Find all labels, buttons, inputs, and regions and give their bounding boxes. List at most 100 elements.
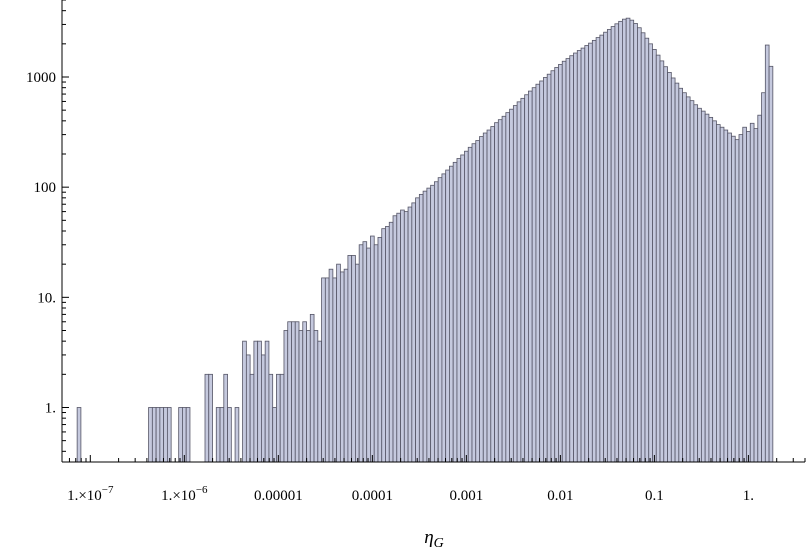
histogram-bar (497, 119, 503, 463)
histogram-bar (76, 407, 82, 463)
histogram-bar (204, 373, 210, 463)
histogram-bar (362, 241, 368, 463)
histogram-bar (430, 184, 435, 463)
histogram-bar (576, 50, 582, 463)
histogram-bar (512, 105, 518, 463)
histogram-bar (479, 136, 484, 463)
histogram-bar (599, 34, 605, 463)
histogram-bar (475, 140, 480, 463)
histogram-bar (441, 173, 447, 463)
histogram-bar (700, 110, 706, 463)
histogram-bar (573, 52, 578, 463)
x-tick-label: 1.×10−7 (67, 484, 114, 504)
histogram-bar (655, 54, 661, 463)
histogram-bar (317, 340, 322, 463)
histogram-bar (400, 209, 405, 463)
histogram-bar (253, 340, 259, 463)
histogram-bar (373, 244, 379, 463)
histogram-bar (396, 212, 401, 463)
histogram-bar (208, 373, 213, 463)
histogram-bar (618, 20, 623, 463)
histogram-bar (343, 268, 349, 463)
histogram-bar (749, 122, 755, 463)
histogram-bar (614, 23, 620, 463)
histogram-bar (358, 244, 364, 463)
y-tick-label: 1. (45, 400, 56, 416)
x-tick-label: 0.00001 (254, 488, 303, 504)
histogram-bar (704, 113, 710, 463)
x-axis-title-main: η (424, 527, 433, 548)
histogram-bar (415, 197, 420, 463)
histogram-bar (648, 43, 653, 463)
histogram-bar (377, 236, 383, 463)
histogram-bar (324, 277, 330, 463)
histogram-bar (328, 268, 334, 463)
histogram-bar (554, 67, 559, 463)
y-tick-label: 1000 (26, 70, 56, 86)
histogram-bar (464, 150, 469, 463)
histogram-bar (185, 407, 191, 463)
histogram-bar (422, 190, 428, 463)
histogram-bar (509, 108, 514, 463)
histogram-bar (313, 330, 319, 463)
x-tick-label: 0.01 (547, 488, 573, 504)
histogram-bar (490, 126, 495, 463)
histogram-bar (257, 340, 262, 463)
histogram-bar (215, 407, 221, 463)
histogram-bar (482, 132, 488, 463)
x-axis-title: ηG (424, 527, 444, 550)
histogram-bar (561, 60, 567, 463)
histogram-bar (610, 26, 616, 463)
histogram-bar (249, 373, 255, 463)
histogram-bar (569, 55, 574, 463)
histogram-bar (637, 27, 642, 463)
histogram-bar (546, 73, 552, 463)
histogram-bar (245, 354, 251, 463)
histogram-bar (731, 135, 736, 463)
histogram-bar (539, 80, 544, 463)
x-tick-label: 1. (743, 488, 754, 504)
histogram-bar (302, 321, 307, 463)
histogram-bar (456, 158, 462, 463)
histogram-bar (339, 271, 345, 463)
histogram-bar (516, 101, 522, 463)
histogram-bar (332, 277, 338, 463)
histogram-bar (159, 407, 165, 463)
histogram-bar (388, 221, 394, 463)
histogram-bar (674, 82, 680, 463)
histogram-bar (486, 129, 492, 463)
histogram-bar (347, 255, 353, 463)
histogram-bar (287, 321, 292, 463)
histogram-bar (595, 37, 601, 463)
histogram-bar (385, 226, 390, 463)
histogram-bar (411, 202, 416, 463)
histogram-bar (321, 277, 326, 463)
histogram-bar (625, 17, 631, 463)
histogram-bar (501, 115, 507, 463)
histogram-bar (764, 44, 770, 463)
y-tick-label: 100 (34, 180, 57, 196)
y-tick-label: 10. (37, 290, 56, 306)
histogram-bar (667, 72, 672, 463)
histogram-bar (712, 120, 717, 463)
ticks-layer (61, 0, 806, 462)
histogram-bar (603, 31, 608, 463)
histogram-bar (734, 139, 740, 463)
histogram-bar (588, 42, 593, 463)
histogram-bar (279, 373, 285, 463)
histogram-bar (558, 64, 563, 463)
histogram-bar (663, 66, 668, 463)
histogram-bar (433, 181, 439, 463)
histogram-bar (403, 211, 409, 463)
histogram-bar (753, 128, 759, 463)
histogram-bar (633, 23, 638, 463)
histogram-bar (723, 129, 729, 463)
histogram-bar (629, 19, 635, 463)
histogram-bar (591, 39, 597, 463)
histogram-bar (640, 32, 646, 463)
histogram-bar (742, 126, 747, 463)
histogram-bar (294, 321, 300, 463)
histogram-bar (727, 132, 732, 463)
histogram-bar (606, 29, 612, 463)
histogram-bar (276, 373, 281, 463)
